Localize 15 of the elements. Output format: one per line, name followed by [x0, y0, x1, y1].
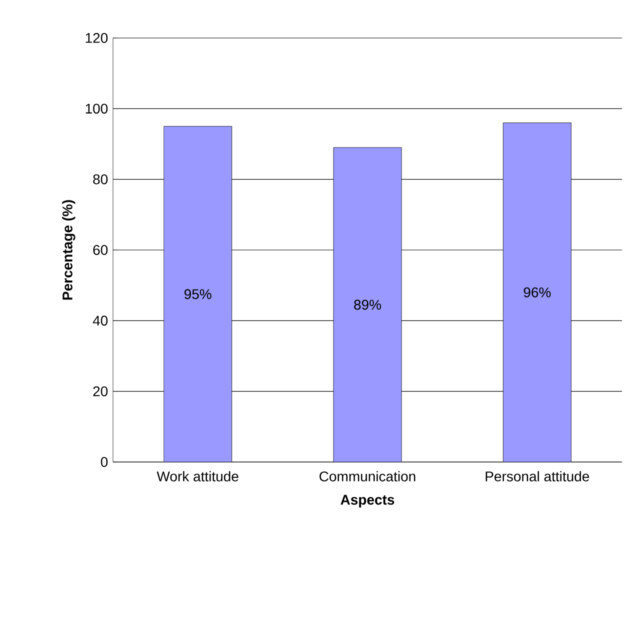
y-axis-title: Percentage (%) — [62, 200, 76, 300]
y-tick-label: 20 — [93, 386, 108, 396]
data-label: 96% — [524, 287, 551, 298]
x-tick-label: Work attitude — [156, 471, 238, 482]
x-axis-title: Aspects — [340, 494, 394, 508]
y-tick-label: 80 — [93, 174, 108, 184]
y-tick-label: 100 — [86, 104, 108, 114]
x-tick-label: Personal attitude — [486, 471, 590, 482]
y-tick-label: 0 — [100, 457, 108, 467]
y-tick-label: 120 — [86, 33, 108, 43]
y-tick-label: 40 — [92, 316, 108, 326]
x-tick-label: Communication — [320, 471, 416, 482]
data-label: 89% — [354, 300, 382, 310]
y-tick-label: 60 — [93, 245, 108, 255]
data-label: 95% — [184, 289, 212, 300]
